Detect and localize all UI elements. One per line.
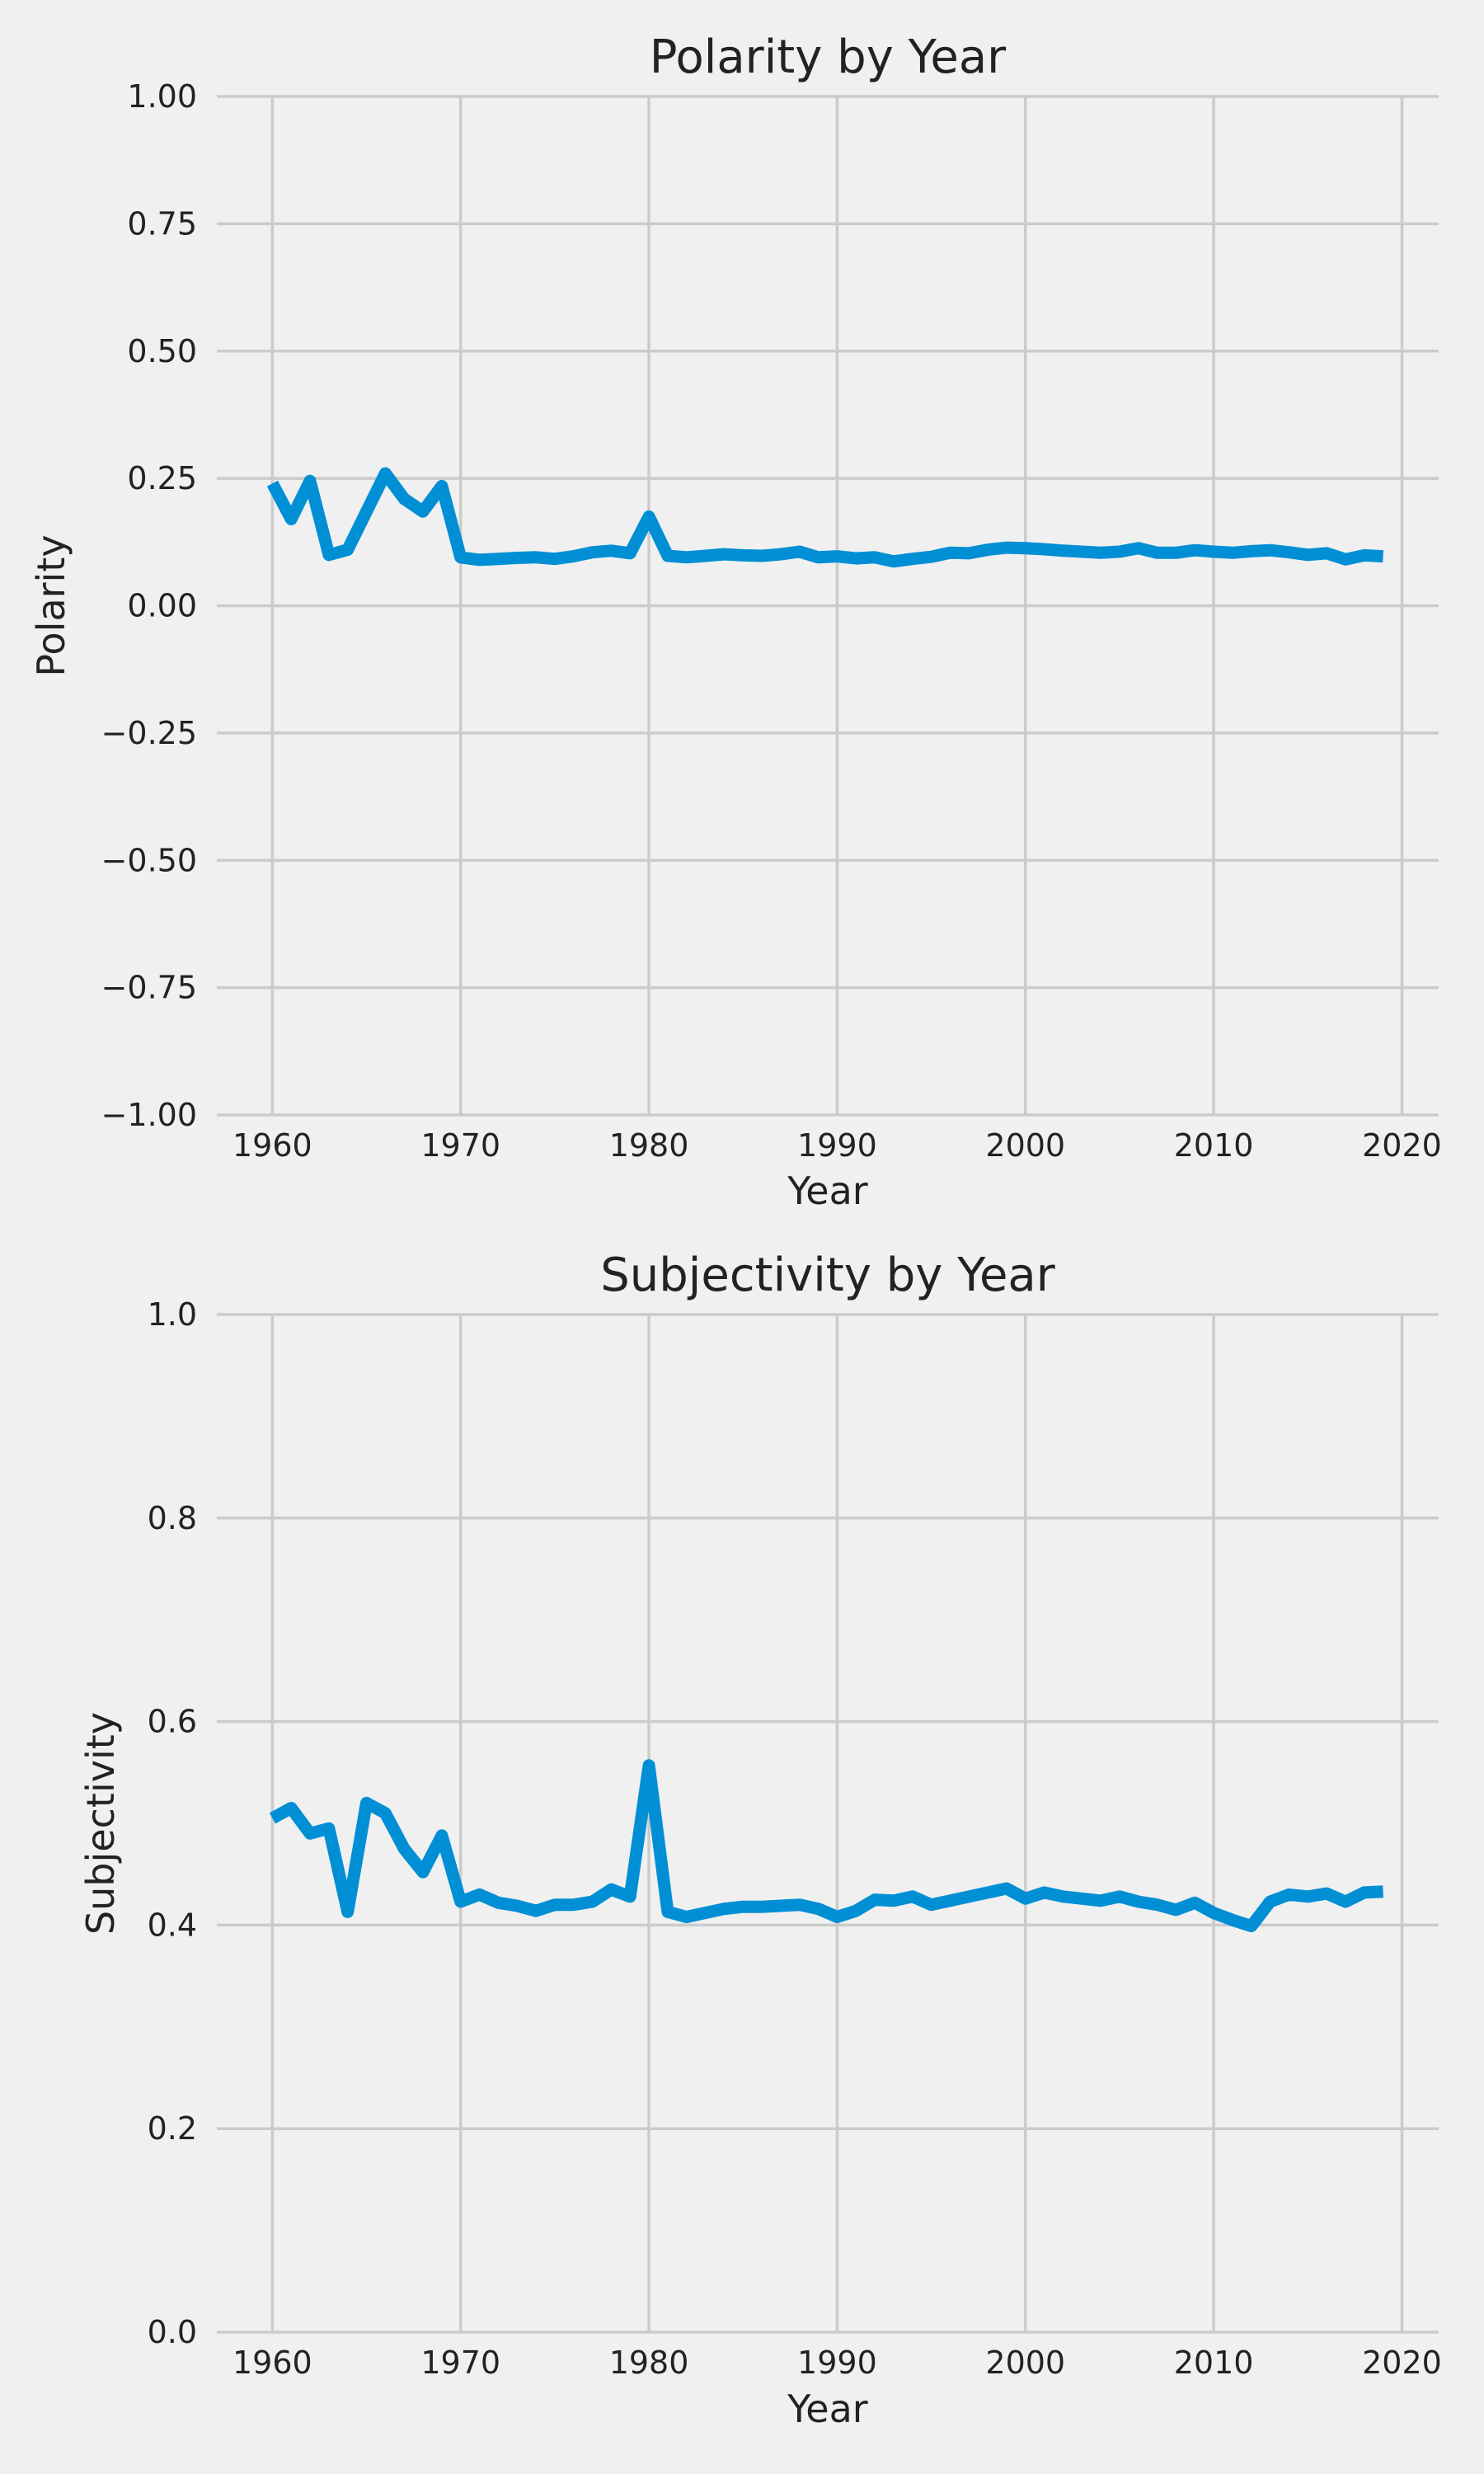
x-tick-label: 2020 — [1362, 2345, 1442, 2381]
x-tick-labels: 1960 1970 1980 1990 2000 2010 2020 — [232, 1127, 1442, 1164]
y-tick-label: 1.0 — [148, 1296, 197, 1333]
y-tick-label: 0.0 — [148, 2314, 197, 2350]
x-tick-label: 2000 — [985, 2345, 1065, 2381]
x-tick-label: 1980 — [609, 2345, 689, 2381]
chart-title: Subjectivity by Year — [600, 1249, 1056, 1302]
y-tick-label: 0.50 — [127, 333, 197, 369]
series-line — [269, 1759, 1383, 1933]
x-axis-label: Year — [787, 2387, 867, 2431]
grid — [217, 95, 1439, 1117]
y-tick-label: 0.75 — [127, 205, 197, 242]
y-tick-label: −0.50 — [101, 842, 197, 878]
y-axis-label: Polarity — [29, 534, 73, 676]
x-tick-label: 1960 — [232, 1127, 312, 1164]
x-axis-label: Year — [787, 1169, 867, 1213]
y-tick-label: 1.00 — [127, 78, 197, 115]
x-tick-label: 1970 — [420, 1127, 500, 1164]
plots: −1.00−0.75−0.50−0.250.000.250.500.751.00… — [29, 31, 1442, 2431]
x-tick-label: 1990 — [797, 2345, 877, 2381]
y-tick-label: 0.8 — [148, 1500, 197, 1536]
y-tick-labels: −1.00 −0.75 −0.50 −0.25 0.00 0.25 0.50 0.75 1.00 — [101, 78, 197, 1133]
chart-1: −1.00 −0.75 −0.50 −0.25 0.00 0.25 0.50 0.75 1.00… — [29, 31, 1442, 1213]
y-axis-label: Subjectivity — [78, 1712, 123, 1935]
y-tick-label: −0.75 — [101, 970, 197, 1006]
y-tick-label: −1.00 — [101, 1097, 197, 1133]
x-tick-label: 2000 — [985, 1127, 1065, 1164]
y-tick-labels: 0.0 0.2 0.4 0.6 0.8 1.0 — [148, 1296, 197, 2350]
y-tick-label: −0.25 — [101, 715, 197, 751]
y-tick-label: 0.2 — [148, 2110, 197, 2147]
x-tick-labels: 1960 1970 1980 1990 2000 2010 2020 — [232, 2345, 1442, 2381]
chart-2: 0.0 0.2 0.4 0.6 0.8 1.0 1960 1970 1980 1990 2000 20… — [78, 1249, 1442, 2431]
x-tick-label: 2010 — [1174, 2345, 1254, 2381]
y-tick-label: 0.00 — [127, 588, 197, 624]
y-tick-label: 0.6 — [148, 1704, 197, 1740]
x-tick-label: 2010 — [1174, 1127, 1254, 1164]
chart-title: Polarity by Year — [650, 31, 1007, 84]
y-tick-label: 0.25 — [127, 460, 197, 496]
x-tick-label: 1990 — [797, 1127, 877, 1164]
y-tick-label: 0.4 — [148, 1907, 197, 1943]
x-tick-label: 2020 — [1362, 1127, 1442, 1164]
x-tick-label: 1970 — [420, 2345, 500, 2381]
series-line — [266, 467, 1383, 568]
x-tick-label: 1960 — [232, 2345, 312, 2381]
x-tick-label: 1980 — [609, 1127, 689, 1164]
